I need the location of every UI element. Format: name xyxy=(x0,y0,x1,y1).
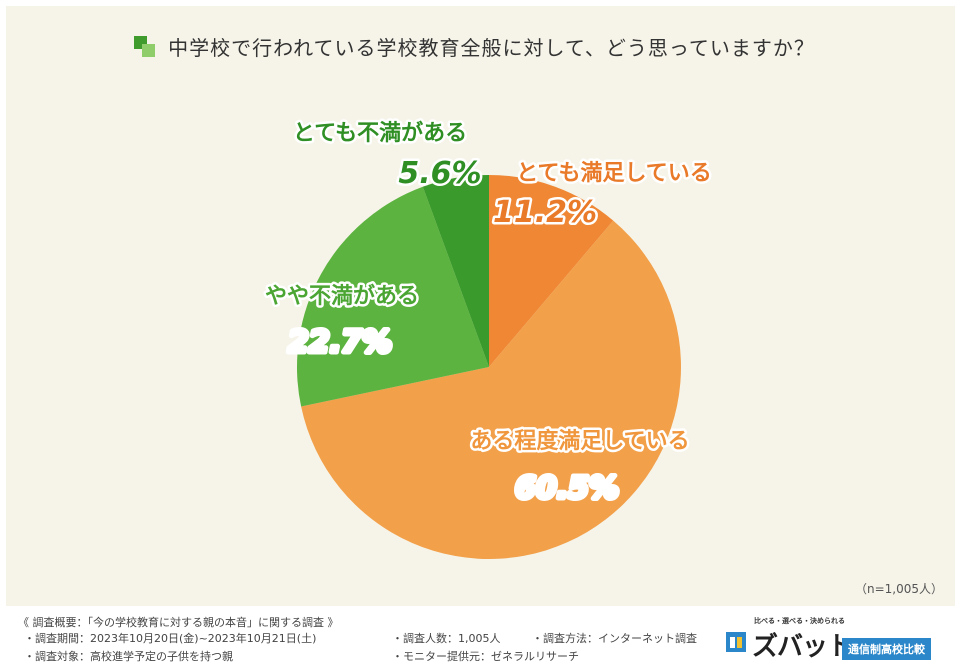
survey-target: ・調査対象：高校進学予定の子供を持つ親 xyxy=(24,650,233,663)
sample-size-note: （n=1,005人） xyxy=(854,582,943,596)
survey-col-left: ・調査期間：2023年10月20日(金)~2023年10月21日(土) ・調査対… xyxy=(24,630,316,666)
slice-label-2: やや不満がある xyxy=(265,283,419,309)
slice-label-1: ある程度満足している xyxy=(470,428,689,454)
survey-col-mid: ・調査人数：1,005人 ・モニター提供元：ゼネラルリサーチ xyxy=(392,630,579,666)
survey-footer: 《 調査概要：「今の学校教育に対する親の本音」に関する調査 》 ・調査期間：20… xyxy=(0,606,961,669)
slice-value-1: 60.5% xyxy=(515,471,619,506)
survey-heading: 《 調査概要：「今の学校教育に対する親の本音」に関する調査 》 xyxy=(18,616,339,629)
survey-method: ・調査方法：インターネット調査 xyxy=(532,632,697,645)
brand-logo: 比べる・選べる・決められる ズバット 通信制高校比較 xyxy=(724,616,954,664)
slice-value-0: 11.2% xyxy=(493,195,597,230)
slice-value-3: 5.6% xyxy=(398,156,481,191)
chart-title: 中学校で行われている学校教育全般に対して、どう思っていますか？ xyxy=(168,36,815,60)
brand-name: ズバット xyxy=(752,632,853,662)
brand-tagline: 比べる・選べる・決められる xyxy=(754,617,845,625)
pie-slice-3 xyxy=(422,175,489,367)
survey-col-right: ・調査方法：インターネット調査 xyxy=(532,630,697,648)
pie-slice-0 xyxy=(489,175,614,367)
survey-provider: ・モニター提供元：ゼネラルリサーチ xyxy=(392,650,579,663)
chart-title-row: 中学校で行われている学校教育全般に対して、どう思っていますか？ xyxy=(0,32,949,61)
pie-slice-1 xyxy=(301,220,681,560)
brand-badge: 通信制高校比較 xyxy=(842,638,931,660)
green-squares-icon xyxy=(134,35,156,58)
brand-logo-icon xyxy=(726,632,746,652)
slice-label-3: とても不満がある xyxy=(293,120,467,146)
survey-period: ・調査期間：2023年10月20日(金)~2023年10月21日(土) xyxy=(24,632,317,645)
survey-count: ・調査人数：1,005人 xyxy=(392,632,501,645)
pie-slice-2 xyxy=(297,186,489,407)
slice-value-2: 22.7% xyxy=(288,325,392,360)
slice-label-0: とても満足している xyxy=(516,160,712,186)
